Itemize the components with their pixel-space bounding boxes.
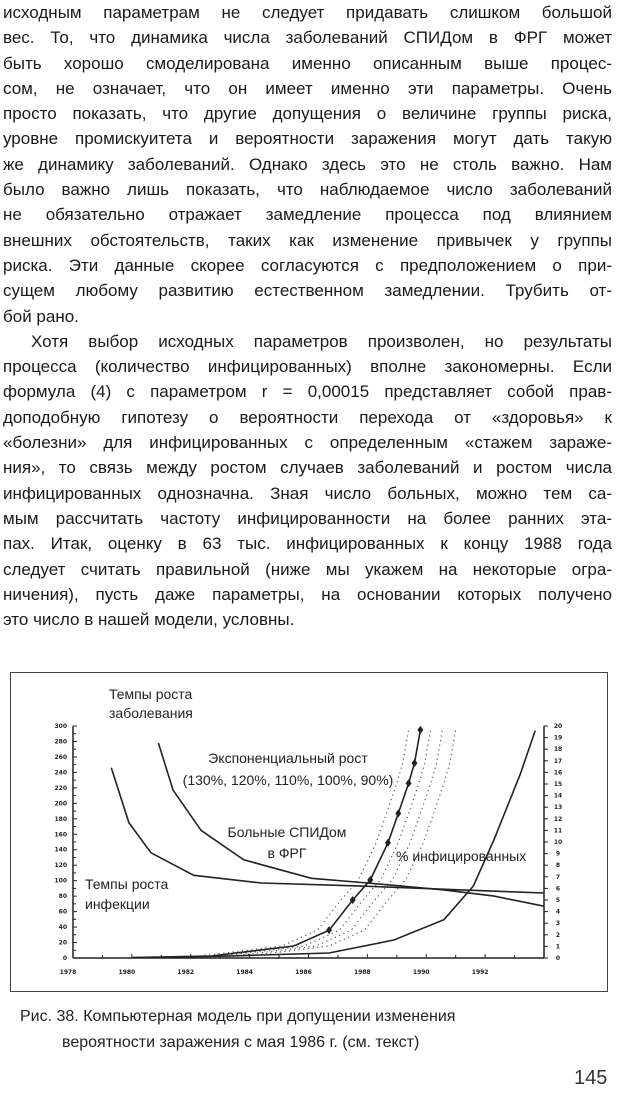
y-right-tick-label: 8: [556, 862, 560, 869]
y-right-tick-label: 15: [554, 781, 562, 788]
text-line: Хотя выбор исходных параметров произволе…: [31, 331, 612, 351]
y-right-tick-label: 6: [556, 885, 560, 892]
x-tick-label: 1980: [119, 969, 136, 976]
y-right-tick-label: 16: [554, 769, 562, 776]
patients-data-point: [411, 759, 418, 768]
body-text: исходным параметрам не следует придавать…: [3, 0, 612, 632]
x-tick-label: 1978: [60, 969, 77, 976]
patients-data-point: [405, 779, 412, 788]
y-right-tick-label: 1: [556, 943, 560, 950]
y-right-tick-label: 7: [556, 874, 560, 881]
y-right-tick-label: 18: [554, 746, 562, 753]
y-left-tick-label: 0: [63, 955, 67, 962]
x-tick-label: 1990: [413, 969, 430, 976]
y-right-tick-label: 13: [554, 804, 562, 811]
y-right-tick-label: 14: [554, 793, 562, 800]
text-line: мым рассчитать частоту инфицированности …: [3, 508, 612, 528]
y-left-tick-label: 180: [54, 816, 67, 823]
text-line: быть хорошо смоделирована именно описанн…: [3, 53, 612, 73]
y-left-tick-label: 160: [54, 831, 67, 838]
y-left-tick-label: 60: [59, 909, 67, 916]
y-right-tick-label: 2: [556, 932, 560, 939]
y-left-tick-label: 120: [54, 862, 67, 869]
y-left-tick-label: 240: [54, 769, 67, 776]
y-right-tick-label: 10: [554, 839, 562, 846]
patients-data-point: [395, 809, 402, 818]
patients-data-point: [367, 875, 374, 884]
text-line: бой рано.: [3, 306, 79, 326]
text-line: внешних обстоятельств, таких как изменен…: [3, 230, 612, 250]
y-right-tick-label: 17: [554, 758, 562, 765]
caption-line-2: вероятности заражения с мая 1986 г. (см.…: [62, 1034, 420, 1051]
text-line: не обязательно отражает замедление проце…: [3, 205, 612, 225]
x-tick-label: 1992: [472, 969, 489, 976]
paragraph-2: Хотя выбор исходных параметров произволе…: [3, 329, 612, 633]
label-patients: в ФРГ: [268, 845, 307, 861]
text-line: инфицированных однозначна. Зная число бо…: [3, 483, 612, 503]
figure-38-chart: 0 20 40 60 80 100 120 140 160 180 200 220 240 260 280 3…: [10, 672, 608, 992]
text-line: пах. Итак, оценку в 63 тыс. инфицированн…: [3, 534, 612, 554]
text-line: исходным параметрам не следует придавать…: [3, 3, 612, 22]
text-line: было важно лишь показать, что наблюдаемо…: [3, 180, 612, 200]
y-right-tick-label: 4: [556, 909, 560, 916]
text-line: же динамику заболеваний. Однако здесь эт…: [3, 154, 612, 174]
text-line: доподобную гипотезу о вероятности перехо…: [3, 407, 612, 427]
label-infection-rate: инфекции: [85, 896, 150, 912]
y-right-tick-label: 3: [556, 920, 560, 927]
label-exponential: (130%, 120%, 110%, 100%, 90%): [183, 772, 394, 788]
label-exponential: Экспоненциальный рост: [208, 750, 368, 766]
page-number: 145: [574, 1067, 608, 1089]
y-left-tick-label: 300: [54, 723, 67, 730]
y-left-tick-label: 140: [54, 847, 67, 854]
text-line: следует считать правильной (ниже мы укаж…: [3, 559, 612, 579]
text-line: уровне промискуитета и вероятности зараж…: [3, 129, 612, 149]
text-line: сом, не означает, что он имеет именно эт…: [3, 78, 612, 98]
x-tick-label: 1988: [354, 969, 371, 976]
label-infected-percent: % инфицированных: [396, 848, 526, 864]
chart-svg: 0204060801001201401601802002202402602803…: [54, 686, 562, 976]
y-right-tick-label: 20: [554, 723, 562, 730]
y-left-tick-label: 220: [54, 785, 67, 792]
series-line-1: [157, 742, 545, 907]
label-patients: Больные СПИДом: [228, 824, 347, 840]
x-tick-label: 1986: [295, 969, 312, 976]
y-left-tick-label: 200: [54, 800, 67, 807]
caption-line-1: Рис. 38. Компьютерная модель при допущен…: [20, 1008, 456, 1025]
text-line: просто показать, что другие допущения о …: [3, 104, 612, 124]
x-tick-label: 1982: [177, 969, 194, 976]
y-right-tick-label: 12: [554, 816, 562, 823]
y-right-tick-label: 0: [556, 955, 560, 962]
y-left-tick-label: 280: [54, 738, 67, 745]
text-line: ничения), пусть даже параметры, на основ…: [3, 584, 612, 604]
patients-data-point: [349, 896, 356, 904]
y-left-tick-label: 40: [59, 924, 67, 931]
y-left-tick-label: 20: [59, 940, 67, 947]
patients-data-point: [384, 838, 391, 847]
patients-data-point: [417, 725, 424, 734]
text-line: ния», то связь между ростом случаев забо…: [3, 458, 612, 478]
text-line: формула (4) с параметром r = 0,00015 пре…: [3, 382, 612, 402]
patients-data-point: [326, 926, 333, 935]
y-right-tick-label: 9: [556, 851, 560, 858]
paragraph-1: исходным параметрам не следует придавать…: [3, 0, 612, 329]
label-infection-rate: Темпы роста: [85, 876, 169, 892]
figure-caption: Рис. 38. Компьютерная модель при допущен…: [20, 1004, 600, 1056]
y-right-tick-label: 19: [554, 735, 562, 742]
text-line: риска. Эти данные скорее согласуются с п…: [3, 255, 612, 275]
y-right-tick-label: 5: [556, 897, 560, 904]
y-left-tick-label: 80: [59, 893, 67, 900]
text-line: сущем любому развитию естественном замед…: [3, 281, 612, 301]
x-tick-label: 1984: [236, 969, 253, 976]
series-line-2: [161, 730, 536, 959]
label-disease-rate: Темпы роста: [109, 686, 193, 702]
y-right-tick-label: 11: [554, 827, 562, 834]
y-left-tick-label: 260: [54, 754, 67, 761]
text-line: это число в нашей модели, условны.: [3, 610, 295, 630]
text-line: процесса (количество инфицированных) впо…: [3, 357, 612, 377]
label-disease-rate: заболевания: [109, 705, 193, 721]
text-line: вес. То, что динамика числа заболеваний …: [3, 28, 612, 48]
y-left-tick-label: 100: [54, 878, 67, 885]
text-line: «болезни» для инфицированных с определен…: [3, 433, 612, 453]
